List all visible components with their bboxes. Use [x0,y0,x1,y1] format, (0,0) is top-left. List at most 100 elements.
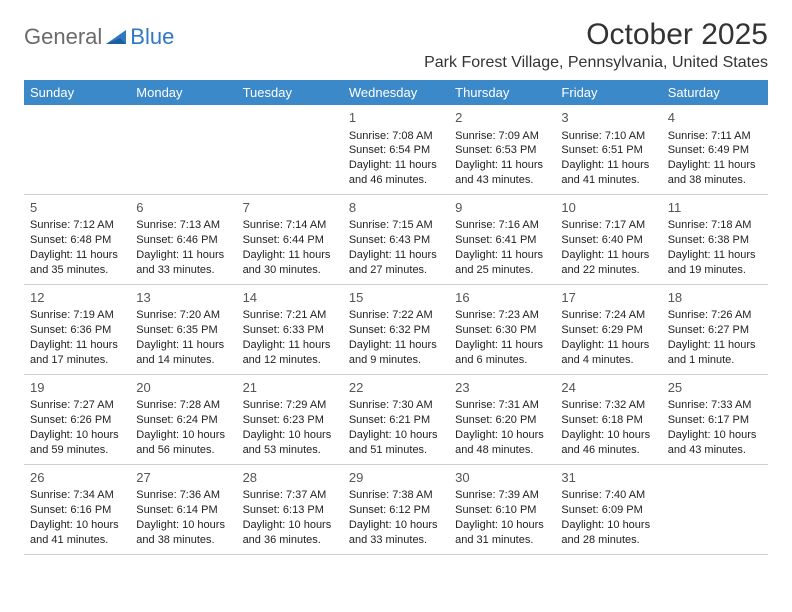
day-cell: 16Sunrise: 7:23 AMSunset: 6:30 PMDayligh… [449,285,555,375]
day-cell: 29Sunrise: 7:38 AMSunset: 6:12 PMDayligh… [343,465,449,555]
sunset-text: Sunset: 6:21 PM [349,413,443,428]
sunset-text: Sunset: 6:51 PM [561,143,655,158]
day-number: 25 [668,379,762,397]
day-number: 9 [455,199,549,217]
daylight-text: Daylight: 10 hours and 38 minutes. [136,518,230,548]
sunrise-text: Sunrise: 7:39 AM [455,488,549,503]
sunset-text: Sunset: 6:24 PM [136,413,230,428]
sunset-text: Sunset: 6:27 PM [668,323,762,338]
day-number: 18 [668,289,762,307]
sunset-text: Sunset: 6:23 PM [243,413,337,428]
sunset-text: Sunset: 6:49 PM [668,143,762,158]
day-number: 2 [455,109,549,127]
sunset-text: Sunset: 6:41 PM [455,233,549,248]
sunset-text: Sunset: 6:46 PM [136,233,230,248]
sunrise-text: Sunrise: 7:10 AM [561,129,655,144]
day-cell: 1Sunrise: 7:08 AMSunset: 6:54 PMDaylight… [343,105,449,195]
day-number: 26 [30,469,124,487]
month-title: October 2025 [424,18,768,52]
day-cell: 20Sunrise: 7:28 AMSunset: 6:24 PMDayligh… [130,375,236,465]
day-cell: 30Sunrise: 7:39 AMSunset: 6:10 PMDayligh… [449,465,555,555]
title-block: October 2025 Park Forest Village, Pennsy… [424,18,768,72]
day-cell: 21Sunrise: 7:29 AMSunset: 6:23 PMDayligh… [237,375,343,465]
brand-logo: General Blue [24,18,174,50]
sunrise-text: Sunrise: 7:20 AM [136,308,230,323]
day-number: 31 [561,469,655,487]
daylight-text: Daylight: 10 hours and 43 minutes. [668,428,762,458]
day-number: 4 [668,109,762,127]
daylight-text: Daylight: 11 hours and 12 minutes. [243,338,337,368]
sunset-text: Sunset: 6:35 PM [136,323,230,338]
brand-triangle-icon [106,28,128,46]
sunset-text: Sunset: 6:36 PM [30,323,124,338]
sunrise-text: Sunrise: 7:21 AM [243,308,337,323]
day-cell: 6Sunrise: 7:13 AMSunset: 6:46 PMDaylight… [130,195,236,285]
day-number: 11 [668,199,762,217]
day-number: 5 [30,199,124,217]
sunset-text: Sunset: 6:48 PM [30,233,124,248]
brand-part1: General [24,24,102,50]
sunset-text: Sunset: 6:14 PM [136,503,230,518]
sunset-text: Sunset: 6:20 PM [455,413,549,428]
day-number: 24 [561,379,655,397]
blank-cell [237,105,343,195]
day-number: 23 [455,379,549,397]
day-number: 15 [349,289,443,307]
day-cell: 26Sunrise: 7:34 AMSunset: 6:16 PMDayligh… [24,465,130,555]
daylight-text: Daylight: 11 hours and 17 minutes. [30,338,124,368]
day-cell: 27Sunrise: 7:36 AMSunset: 6:14 PMDayligh… [130,465,236,555]
day-number: 6 [136,199,230,217]
day-number: 27 [136,469,230,487]
day-cell: 8Sunrise: 7:15 AMSunset: 6:43 PMDaylight… [343,195,449,285]
sunset-text: Sunset: 6:32 PM [349,323,443,338]
sunrise-text: Sunrise: 7:26 AM [668,308,762,323]
day-cell: 3 Sunrise: 7:10 AMSunset: 6:51 PMDaylight… [555,105,661,195]
day-number: 16 [455,289,549,307]
daylight-text: Daylight: 10 hours and 33 minutes. [349,518,443,548]
daylight-text: Daylight: 10 hours and 56 minutes. [136,428,230,458]
daylight-text: Daylight: 11 hours and 6 minutes. [455,338,549,368]
sunrise-text: Sunrise: 7:31 AM [455,398,549,413]
sunset-text: Sunset: 6:43 PM [349,233,443,248]
sunrise-text: Sunrise: 7:19 AM [30,308,124,323]
day-number: 3 [561,109,655,127]
daylight-text: Daylight: 11 hours and 46 minutes. [349,158,443,188]
daylight-text: Daylight: 11 hours and 4 minutes. [561,338,655,368]
day-number: 13 [136,289,230,307]
sunrise-text: Sunrise: 7:17 AM [561,218,655,233]
sunset-text: Sunset: 6:17 PM [668,413,762,428]
day-number: 10 [561,199,655,217]
day-cell: 5Sunrise: 7:12 AMSunset: 6:48 PMDaylight… [24,195,130,285]
sunrise-text: Sunrise: 7:16 AM [455,218,549,233]
daylight-text: Daylight: 11 hours and 38 minutes. [668,158,762,188]
sunrise-text: Sunrise: 7:18 AM [668,218,762,233]
day-number: 29 [349,469,443,487]
day-number: 20 [136,379,230,397]
daylight-text: Daylight: 11 hours and 41 minutes. [561,158,655,188]
day-cell: 23Sunrise: 7:31 AMSunset: 6:20 PMDayligh… [449,375,555,465]
sunrise-text: Sunrise: 7:14 AM [243,218,337,233]
sunrise-text: Sunrise: 7:29 AM [243,398,337,413]
daylight-text: Daylight: 11 hours and 33 minutes. [136,248,230,278]
day-cell: 28Sunrise: 7:37 AMSunset: 6:13 PMDayligh… [237,465,343,555]
sunrise-text: Sunrise: 7:30 AM [349,398,443,413]
daylight-text: Daylight: 11 hours and 30 minutes. [243,248,337,278]
sunrise-text: Sunrise: 7:12 AM [30,218,124,233]
day-number: 7 [243,199,337,217]
day-header: Wednesday [343,80,449,105]
day-cell: 13Sunrise: 7:20 AMSunset: 6:35 PMDayligh… [130,285,236,375]
day-header: Tuesday [237,80,343,105]
day-cell: 7Sunrise: 7:14 AMSunset: 6:44 PMDaylight… [237,195,343,285]
location-label: Park Forest Village, Pennsylvania, Unite… [424,54,768,72]
brand-part2: Blue [130,24,174,50]
sunset-text: Sunset: 6:16 PM [30,503,124,518]
blank-cell [24,105,130,195]
day-number: 19 [30,379,124,397]
day-cell: 17Sunrise: 7:24 AMSunset: 6:29 PMDayligh… [555,285,661,375]
sunset-text: Sunset: 6:44 PM [243,233,337,248]
sunset-text: Sunset: 6:30 PM [455,323,549,338]
day-cell: 31Sunrise: 7:40 AMSunset: 6:09 PMDayligh… [555,465,661,555]
daylight-text: Daylight: 10 hours and 51 minutes. [349,428,443,458]
sunset-text: Sunset: 6:13 PM [243,503,337,518]
sunrise-text: Sunrise: 7:24 AM [561,308,655,323]
